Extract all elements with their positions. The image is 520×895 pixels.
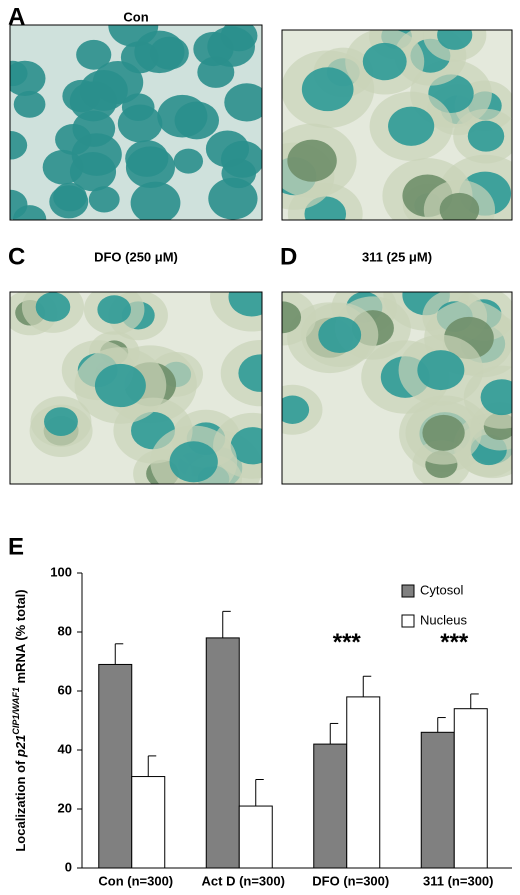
panel-letter: E (8, 533, 24, 560)
nucleus (238, 354, 262, 392)
y-tick-label: 20 (58, 800, 72, 815)
nucleus (174, 101, 220, 140)
nucleus (282, 395, 310, 424)
nucleus (301, 67, 354, 112)
cells (282, 292, 512, 484)
nucleus (287, 139, 337, 182)
nucleus (422, 414, 465, 451)
nucleus (318, 316, 362, 354)
cells (10, 25, 262, 220)
image-border (9, 24, 263, 221)
nucleus (282, 301, 302, 334)
y-tick-label: 0 (65, 859, 72, 874)
nucleus (13, 90, 46, 118)
y-label-part: p21 (13, 735, 28, 758)
nucleus (12, 205, 47, 220)
y-tick-label: 100 (50, 564, 72, 579)
nucleus (125, 146, 175, 189)
cells (10, 292, 262, 484)
nucleus (108, 25, 159, 47)
panel-letter: A (8, 3, 25, 30)
micrograph (281, 29, 513, 221)
panel-title: DFO (250 μM) (94, 249, 178, 264)
micrograph (9, 24, 263, 221)
y-tick-label: 80 (58, 623, 72, 638)
x-tick-label: 311 (n=300) (423, 873, 493, 888)
nucleus (205, 130, 250, 168)
image-border (281, 29, 513, 221)
nucleus (173, 148, 204, 174)
nucleus (207, 26, 255, 67)
bar (420, 731, 455, 869)
x-tick-label: Act D (n=300) (202, 873, 285, 888)
nucleus (221, 158, 257, 189)
panel-title: Con (123, 9, 148, 24)
nucleus (55, 123, 92, 155)
nucleus (480, 379, 512, 416)
x-tick-label: DFO (n=300) (312, 873, 389, 888)
legend-label: Cytosol (420, 582, 463, 597)
nucleus (169, 441, 218, 483)
nucleus (117, 104, 163, 143)
nucleus (94, 363, 146, 408)
bar (238, 805, 273, 869)
panel-letter: C (8, 243, 25, 270)
nucleus (388, 106, 435, 146)
nucleus (97, 295, 132, 324)
panel-title: 311 (25 μM) (362, 249, 432, 264)
nucleus (69, 81, 117, 122)
image-border (281, 291, 513, 485)
micrograph (9, 291, 263, 485)
legend-swatch (401, 584, 415, 598)
y-label-part: Localization of (13, 757, 28, 852)
nucleus (417, 350, 465, 391)
cells (282, 30, 512, 220)
nucleus (362, 42, 407, 81)
nucleus (224, 83, 262, 122)
bar (205, 637, 240, 869)
nucleus (35, 292, 71, 322)
annotation: *** (440, 629, 469, 656)
image-border (9, 291, 263, 485)
nucleus (437, 30, 473, 50)
nucleus (88, 186, 120, 213)
legend-swatch (401, 614, 415, 628)
nucleus (467, 120, 505, 152)
nucleus (53, 182, 87, 212)
y-axis-label: Localization of p21CIP1/WAF1 mRNA (% tot… (11, 589, 28, 851)
bar (131, 776, 166, 869)
nucleus (10, 131, 28, 160)
y-label-part: CIP1/WAF1 (11, 687, 21, 735)
nucleus (439, 192, 480, 220)
bar (313, 743, 348, 869)
nucleus (228, 292, 262, 317)
nucleus (230, 427, 262, 465)
nucleus (208, 177, 258, 220)
nucleus (130, 181, 181, 220)
bar (98, 663, 133, 869)
nucleus (76, 39, 112, 70)
annotation: *** (333, 629, 362, 656)
x-tick-label: Con (n=300) (98, 873, 173, 888)
legend-label: Nucleus (420, 612, 467, 627)
micrograph (281, 291, 513, 485)
y-tick-label: 40 (58, 741, 72, 756)
nucleus (10, 60, 28, 87)
panel-letter: D (280, 243, 297, 270)
nucleus (44, 407, 78, 436)
bar (346, 696, 381, 869)
y-label-part: mRNA (% total) (13, 589, 28, 687)
bar (453, 708, 488, 869)
y-tick-label: 60 (58, 682, 72, 697)
